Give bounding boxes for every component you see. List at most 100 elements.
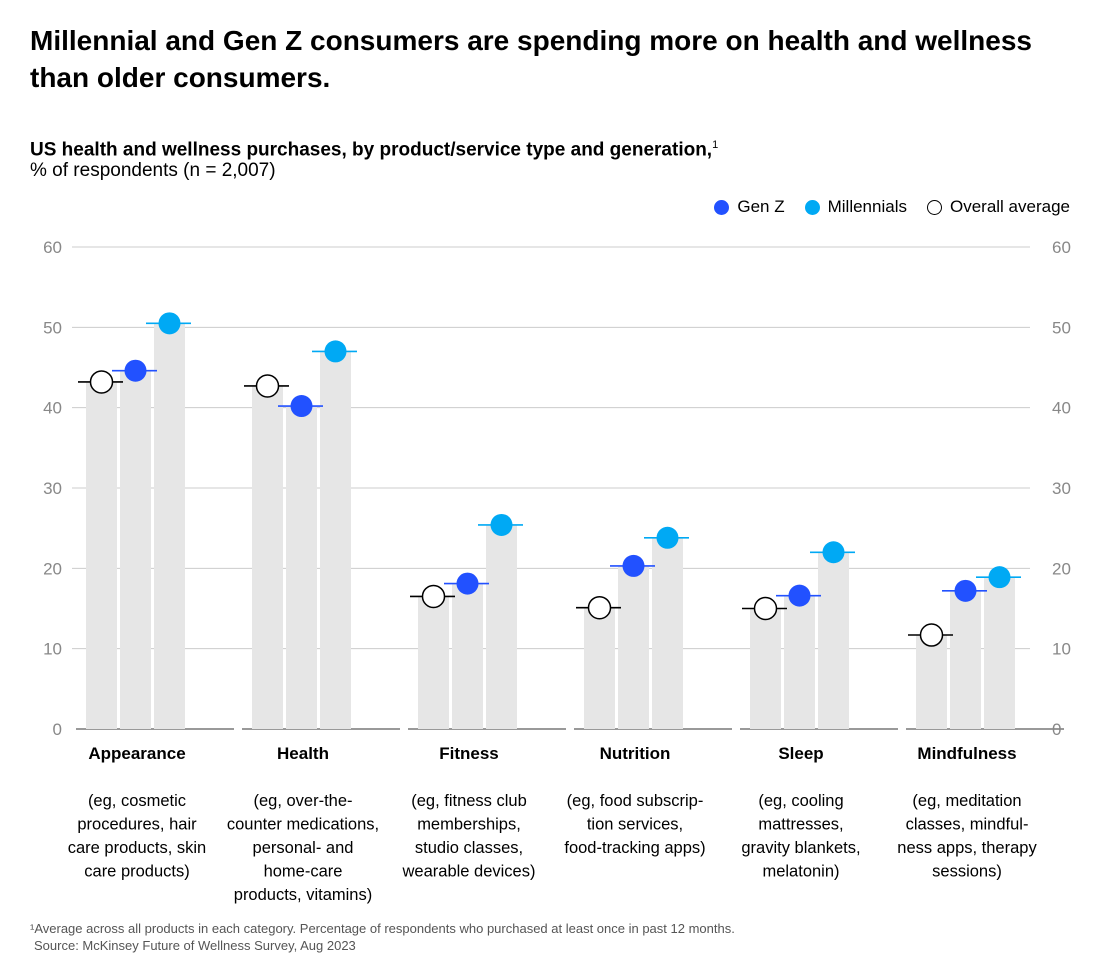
bar-nutrition-overall-average bbox=[584, 607, 615, 729]
marker-dot-nutrition-gen-z bbox=[622, 554, 645, 577]
category-description-appearance-line-3: care products, skin bbox=[68, 839, 206, 857]
y-tick-left-30: 30 bbox=[43, 479, 62, 498]
chart-units: % of respondents (n = 2,007) bbox=[30, 160, 276, 181]
bar-nutrition-gen-z bbox=[618, 565, 649, 729]
category-description-sleep-line-1: (eg, cooling bbox=[758, 792, 843, 810]
category-description-fitness-line-4: wearable devices) bbox=[402, 863, 536, 881]
y-tick-left-10: 10 bbox=[43, 640, 62, 659]
bar-layer bbox=[86, 323, 1015, 729]
marker-dot-health-millennials bbox=[324, 340, 347, 363]
y-tick-left-20: 20 bbox=[43, 559, 62, 578]
category-description-sleep-line-2: mattresses, bbox=[758, 816, 843, 834]
y-tick-right-50: 50 bbox=[1052, 318, 1071, 337]
marker-dot-mindfulness-millennials bbox=[988, 566, 1011, 589]
category-description-mindfulness-line-3: ness apps, therapy bbox=[897, 839, 1037, 857]
marker-dot-fitness-gen-z bbox=[456, 572, 479, 595]
marker-dot-fitness-millennials bbox=[490, 513, 513, 536]
category-description-nutrition-line-3: food-tracking apps) bbox=[564, 839, 705, 857]
label-layer: 0 0 10 10 20 20 30 30 40 40 50 50 60 60 Appearance (eg,… bbox=[43, 238, 1071, 904]
bar-sleep-gen-z bbox=[784, 595, 815, 729]
y-tick-left-0: 0 bbox=[53, 720, 62, 739]
category-label-sleep: Sleep bbox=[778, 744, 823, 763]
marker-dot-nutrition-overall-average bbox=[587, 595, 612, 620]
y-tick-right-0: 0 bbox=[1052, 720, 1061, 739]
y-tick-right-30: 30 bbox=[1052, 479, 1071, 498]
category-description-fitness-line-1: (eg, fitness club bbox=[411, 792, 527, 810]
legend-label-overall-average: Overall average bbox=[949, 197, 1070, 216]
bar-nutrition-millennials bbox=[652, 537, 683, 729]
bar-mindfulness-overall-average bbox=[916, 635, 947, 729]
bar-appearance-gen-z bbox=[120, 370, 151, 729]
bar-sleep-overall-average bbox=[750, 608, 781, 729]
category-label-health: Health bbox=[277, 744, 329, 763]
category-description-health-line-3: personal- and bbox=[253, 839, 354, 857]
legend-dot-millennials bbox=[804, 199, 820, 215]
category-description-mindfulness-line-1: (eg, meditation bbox=[912, 792, 1021, 810]
category-description-nutrition-line-1: (eg, food subscrip- bbox=[567, 792, 704, 810]
marker-dot-appearance-gen-z bbox=[124, 359, 147, 382]
chart-subtitle: US health and wellness purchases, by pro… bbox=[30, 133, 718, 162]
footnote-line-1: ¹Average across all products in each cat… bbox=[30, 921, 735, 936]
chart-footnote: ¹Average across all products in each cat… bbox=[30, 920, 1080, 954]
category-label-fitness: Fitness bbox=[439, 744, 499, 763]
subtitle-text: US health and wellness purchases, by pro… bbox=[30, 139, 713, 161]
legend-dot-overall-average bbox=[926, 199, 942, 215]
marker-dot-appearance-millennials bbox=[158, 312, 181, 335]
bar-health-overall-average bbox=[252, 385, 283, 729]
marker-dot-appearance-overall-average bbox=[89, 370, 114, 394]
category-description-fitness-line-3: studio classes, bbox=[415, 839, 523, 857]
marker-dot-sleep-overall-average bbox=[753, 596, 778, 621]
category-description-mindfulness-line-2: classes, mindful- bbox=[906, 816, 1029, 834]
chart-plot: 0 0 10 10 20 20 30 30 40 40 50 50 60 60 Appearance (eg,… bbox=[43, 238, 1071, 904]
category-description-sleep-line-4: melatonin) bbox=[762, 863, 839, 881]
bar-fitness-gen-z bbox=[452, 583, 483, 729]
category-description-health-line-5: products, vitamins) bbox=[234, 886, 372, 904]
category-label-nutrition: Nutrition bbox=[600, 744, 671, 763]
chart-legend: Gen Z Millennials Overall average bbox=[714, 197, 1070, 217]
subtitle-footnote-mark: 1 bbox=[712, 139, 719, 151]
marker-dot-fitness-overall-average bbox=[421, 584, 446, 609]
bar-health-gen-z bbox=[286, 406, 317, 729]
bar-appearance-overall-average bbox=[86, 381, 117, 729]
category-description-nutrition-line-2: tion services, bbox=[587, 816, 683, 834]
legend-label-millennials: Millennials bbox=[827, 197, 907, 216]
legend-item-gen-z: Gen Z bbox=[714, 197, 785, 217]
bar-sleep-millennials bbox=[818, 552, 849, 729]
marker-dot-sleep-millennials bbox=[822, 541, 845, 564]
y-tick-right-20: 20 bbox=[1052, 559, 1071, 578]
bar-fitness-millennials bbox=[486, 524, 517, 729]
category-description-health-line-4: home-care bbox=[264, 863, 343, 881]
marker-dot-mindfulness-gen-z bbox=[954, 579, 977, 602]
category-description-health-line-2: counter medications, bbox=[227, 816, 379, 834]
marker-dot-sleep-gen-z bbox=[788, 584, 811, 607]
y-tick-left-40: 40 bbox=[43, 399, 62, 418]
y-tick-right-40: 40 bbox=[1052, 399, 1071, 418]
bar-fitness-overall-average bbox=[418, 596, 449, 729]
category-description-appearance-line-2: procedures, hair bbox=[77, 816, 197, 834]
y-tick-left-50: 50 bbox=[43, 318, 62, 337]
legend-item-millennials: Millennials bbox=[804, 197, 907, 217]
bar-appearance-millennials bbox=[154, 323, 185, 729]
category-label-appearance: Appearance bbox=[88, 744, 185, 763]
y-tick-left-60: 60 bbox=[43, 238, 62, 257]
category-description-appearance-line-4: care products) bbox=[84, 863, 189, 881]
category-description-appearance-line-1: (eg, cosmetic bbox=[88, 792, 186, 810]
bar-mindfulness-gen-z bbox=[950, 590, 981, 729]
y-tick-right-60: 60 bbox=[1052, 238, 1071, 257]
legend-label-gen-z: Gen Z bbox=[737, 197, 785, 216]
category-description-fitness-line-2: memberships, bbox=[417, 816, 521, 834]
category-description-health-line-1: (eg, over-the- bbox=[253, 792, 352, 810]
legend-item-overall-average: Overall average bbox=[926, 197, 1070, 217]
marker-layer bbox=[78, 312, 1021, 647]
marker-dot-health-overall-average bbox=[255, 374, 280, 398]
marker-dot-nutrition-millennials bbox=[656, 526, 679, 549]
y-tick-right-10: 10 bbox=[1052, 640, 1071, 659]
legend-dot-gen-z bbox=[714, 199, 730, 215]
bar-mindfulness-millennials bbox=[984, 577, 1015, 729]
marker-dot-mindfulness-overall-average bbox=[919, 623, 944, 647]
grid-layer bbox=[72, 246, 1064, 730]
footnote-source: Source: McKinsey Future of Wellness Surv… bbox=[34, 938, 356, 953]
bar-health-millennials bbox=[320, 351, 351, 729]
chart-headline: Millennial and Gen Z consumers are spend… bbox=[30, 25, 1032, 93]
category-description-mindfulness-line-4: sessions) bbox=[932, 863, 1002, 881]
